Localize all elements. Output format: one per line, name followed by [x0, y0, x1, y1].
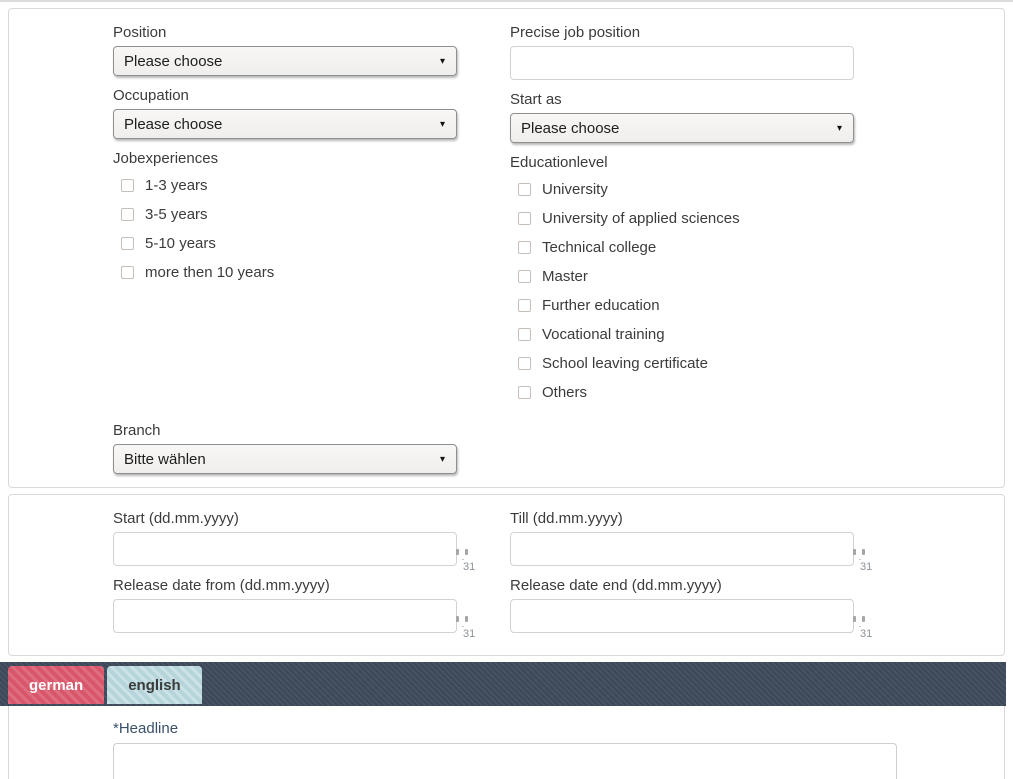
dates-right-column: Till (dd.mm.yyyy) 31 Release date end (d…: [510, 508, 872, 642]
checkbox-row-university-of-applied-sciences[interactable]: University of applied sciences: [518, 208, 854, 229]
release-date-end-field: Release date end (dd.mm.yyyy) 31: [510, 575, 872, 640]
till-date-field: Till (dd.mm.yyyy) 31: [510, 508, 872, 573]
start-as-field: Start as Please choose ▾: [510, 89, 854, 143]
tab-german[interactable]: german: [8, 666, 105, 704]
checkbox-row-school-leaving-certificate[interactable]: School leaving certificate: [518, 353, 854, 374]
checkbox[interactable]: [518, 357, 531, 370]
calendar-day: 31: [859, 559, 873, 573]
calendar-day: 31: [462, 559, 476, 573]
position-field: Position Please choose ▾: [113, 22, 457, 76]
checkbox-row-vocational-training[interactable]: Vocational training: [518, 324, 854, 345]
start-as-select-value: Please choose: [521, 119, 620, 137]
checkbox[interactable]: [121, 237, 134, 250]
till-date-input[interactable]: [510, 532, 854, 566]
checkbox-label: 1-3 years: [145, 177, 208, 194]
calendar-day: 31: [462, 626, 476, 640]
release-date-from-label: Release date from (dd.mm.yyyy): [113, 577, 330, 594]
dates-card: Start (dd.mm.yyyy) 31 Release date from …: [8, 494, 1005, 656]
checkbox-row-more-than-10-years[interactable]: more then 10 years: [121, 262, 457, 283]
occupation-select[interactable]: Please choose ▾: [113, 109, 457, 139]
branch-select[interactable]: Bitte wählen ▾: [113, 444, 457, 474]
checkbox[interactable]: [518, 270, 531, 283]
dropdown-caret-icon: ▾: [836, 122, 842, 134]
jobexperiences-checkbox-list: 1-3 years 3-5 years 5-10 years more then…: [113, 175, 457, 283]
checkbox-label: more then 10 years: [145, 264, 275, 281]
start-date-field: Start (dd.mm.yyyy) 31: [113, 508, 475, 573]
precise-job-position-input[interactable]: [510, 46, 854, 80]
checkbox[interactable]: [121, 266, 134, 279]
tab-english[interactable]: english: [107, 666, 202, 704]
occupation-select-value: Please choose: [124, 115, 223, 133]
precise-job-position-label: Precise job position: [510, 24, 641, 41]
checkbox[interactable]: [518, 241, 531, 254]
branch-label: Branch: [113, 422, 161, 439]
checkbox[interactable]: [518, 328, 531, 341]
occupation-label: Occupation: [113, 87, 189, 104]
release-date-end-input[interactable]: [510, 599, 854, 633]
profile-left-column: Position Please choose ▾ Occupation Plea…: [113, 22, 457, 412]
headline-textarea[interactable]: [113, 743, 897, 779]
dates-left-column: Start (dd.mm.yyyy) 31 Release date from …: [113, 508, 475, 642]
top-divider: [0, 0, 1013, 2]
checkbox[interactable]: [518, 299, 531, 312]
position-select[interactable]: Please choose ▾: [113, 46, 457, 76]
profile-card: Position Please choose ▾ Occupation Plea…: [8, 8, 1005, 488]
checkbox-row-3-5-years[interactable]: 3-5 years: [121, 204, 457, 225]
checkbox-row-others[interactable]: Others: [518, 382, 854, 403]
checkbox-label: Vocational training: [542, 326, 665, 343]
checkbox[interactable]: [121, 208, 134, 221]
checkbox[interactable]: [121, 179, 134, 192]
checkbox-label: Master: [542, 268, 588, 285]
dropdown-caret-icon: ▾: [439, 453, 445, 465]
educationlevel-label: Educationlevel: [510, 154, 608, 171]
checkbox-label: University: [542, 181, 608, 198]
educationlevel-field: Educationlevel University University of …: [510, 152, 854, 403]
checkbox-row-university[interactable]: University: [518, 179, 854, 200]
checkbox-row-master[interactable]: Master: [518, 266, 854, 287]
language-tabbar: german english: [0, 662, 1006, 706]
checkbox-row-further-education[interactable]: Further education: [518, 295, 854, 316]
release-date-from-input[interactable]: [113, 599, 457, 633]
jobexperiences-label: Jobexperiences: [113, 150, 219, 167]
branch-field: Branch Bitte wählen ▾: [113, 420, 457, 474]
checkbox-label: Further education: [542, 297, 660, 314]
start-date-input[interactable]: [113, 532, 457, 566]
jobexperiences-field: Jobexperiences 1-3 years 3-5 years 5-10 …: [113, 148, 457, 283]
position-select-value: Please choose: [124, 52, 223, 70]
precise-job-position-field: Precise job position: [510, 22, 854, 80]
checkbox-label: 5-10 years: [145, 235, 216, 252]
checkbox[interactable]: [518, 183, 531, 196]
release-date-end-label: Release date end (dd.mm.yyyy): [510, 577, 722, 594]
occupation-field: Occupation Please choose ▾: [113, 85, 457, 139]
checkbox-label: Technical college: [542, 239, 657, 256]
start-as-label: Start as: [510, 91, 562, 108]
calendar-day: 31: [859, 626, 873, 640]
dropdown-caret-icon: ▾: [439, 55, 445, 67]
checkbox-label: School leaving certificate: [542, 355, 708, 372]
release-date-from-field: Release date from (dd.mm.yyyy) 31: [113, 575, 475, 640]
checkbox-row-1-3-years[interactable]: 1-3 years: [121, 175, 457, 196]
start-as-select[interactable]: Please choose ▾: [510, 113, 854, 143]
branch-select-value: Bitte wählen: [124, 450, 206, 468]
checkbox[interactable]: [518, 386, 531, 399]
educationlevel-checkbox-list: University University of applied science…: [510, 179, 854, 403]
language-content-panel: *Headline: [8, 706, 1005, 779]
checkbox-label: University of applied sciences: [542, 210, 740, 227]
checkbox-row-technical-college[interactable]: Technical college: [518, 237, 854, 258]
position-label: Position: [113, 24, 167, 41]
checkbox[interactable]: [518, 212, 531, 225]
checkbox-row-5-10-years[interactable]: 5-10 years: [121, 233, 457, 254]
till-date-label: Till (dd.mm.yyyy): [510, 510, 623, 527]
headline-label: *Headline: [113, 720, 179, 737]
dropdown-caret-icon: ▾: [439, 118, 445, 130]
profile-right-column: Precise job position Start as Please cho…: [510, 22, 854, 412]
checkbox-label: 3-5 years: [145, 206, 208, 223]
start-date-label: Start (dd.mm.yyyy): [113, 510, 239, 527]
checkbox-label: Others: [542, 384, 588, 401]
